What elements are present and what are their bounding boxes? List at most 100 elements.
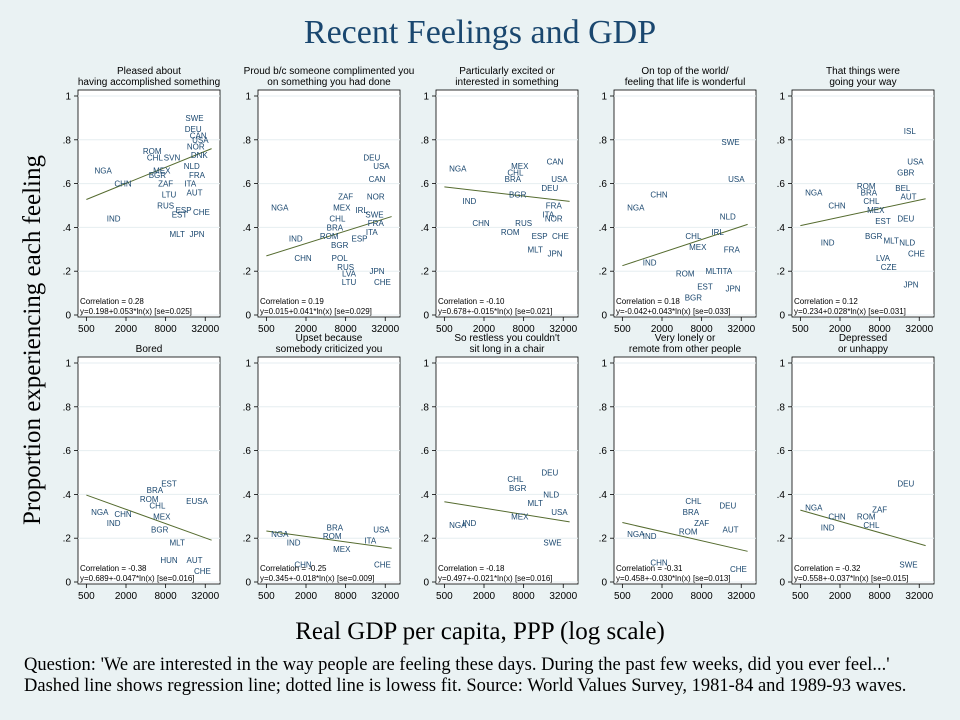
y-tick-label: .4 (421, 223, 430, 234)
data-point: NLD (543, 490, 559, 499)
data-point: ESP (532, 232, 548, 241)
data-point: USA (551, 508, 568, 517)
data-point: BRA (327, 523, 344, 532)
data-point: FRA (189, 171, 206, 180)
x-tick-label: 32000 (371, 324, 399, 335)
data-point: ROM (320, 232, 339, 241)
data-point: JPN (369, 267, 384, 276)
data-point: NGA (95, 166, 113, 175)
regression-label: y=0.015+0.041*ln(x) [se=0.029] (260, 307, 372, 316)
panel-7: 0 .2 .4 .6 .8 1 500 2000 8000 32000 So restless yo… (421, 333, 579, 602)
data-point: NGA (91, 508, 109, 517)
x-tick-label: 2000 (295, 591, 318, 602)
data-point: BGR (509, 191, 527, 200)
y-tick-label: 0 (65, 578, 71, 589)
data-point: FRA (368, 219, 385, 228)
panel-title: Depressed (839, 333, 887, 344)
x-tick-label: 32000 (727, 324, 755, 335)
regression-line (622, 522, 748, 552)
panel-0: 0 .2 .4 .6 .8 1 500 2000 8000 32000 Pleased abouth… (63, 66, 221, 335)
y-tick-label: .6 (777, 179, 786, 190)
data-point: ROM (143, 147, 162, 156)
data-point: IRL (355, 206, 368, 215)
data-point: SWE (721, 138, 739, 147)
x-tick-label: 32000 (371, 591, 399, 602)
y-tick-label: .4 (243, 490, 252, 501)
x-tick-label: 2000 (829, 591, 852, 602)
data-point: CHE (194, 567, 211, 576)
x-tick-label: 8000 (334, 324, 357, 335)
source-note: Dashed line shows regression line; dotte… (24, 676, 907, 696)
y-tick-label: .6 (63, 179, 72, 190)
y-tick-label: .8 (243, 402, 252, 413)
data-point: ROM (857, 512, 876, 521)
y-tick-label: .6 (243, 179, 252, 190)
data-point: CHN (294, 560, 312, 569)
data-point: ISL (904, 127, 917, 136)
data-point: USA (373, 162, 390, 171)
data-point: NLD (184, 162, 200, 171)
data-point: NGA (271, 530, 289, 539)
data-point: RUS (157, 202, 174, 211)
correlation-label: Correlation = -0.32 (794, 564, 861, 573)
data-point: BRA (327, 223, 344, 232)
data-point: CHN (114, 180, 132, 189)
data-point: ZAF (158, 180, 173, 189)
data-point: DEU (541, 184, 558, 193)
y-tick-label: 1 (423, 92, 429, 103)
y-tick-label: .6 (243, 446, 252, 457)
data-point: SWE (365, 210, 383, 219)
panel-title: sit long in a chair (469, 344, 545, 355)
data-point: BEL (895, 184, 911, 193)
regression-line (622, 223, 748, 267)
data-point: AUT (901, 193, 917, 202)
correlation-label: Correlation = -0.25 (260, 564, 327, 573)
regression-line (266, 216, 392, 257)
data-point: ROM (676, 269, 695, 278)
data-point: NGA (805, 504, 823, 513)
data-point: IRL (711, 228, 724, 237)
data-point: CHE (193, 208, 210, 217)
panel-title: Very lonely or (655, 333, 716, 344)
regression-line (444, 186, 570, 202)
correlation-label: Correlation = 0.19 (260, 297, 324, 306)
data-point: CHN (650, 191, 668, 200)
data-point: ITA (364, 536, 377, 545)
data-point: EST (172, 210, 188, 219)
x-tick-label: 8000 (154, 591, 177, 602)
y-tick-label: .2 (599, 534, 608, 545)
data-point: POL (332, 254, 349, 263)
y-tick-label: 1 (65, 92, 71, 103)
data-point: NLD (720, 212, 736, 221)
y-tick-label: .8 (599, 402, 608, 413)
data-point: CAN (547, 158, 564, 167)
plot-area (435, 89, 579, 318)
data-point: DEU (897, 215, 914, 224)
panel-title: remote from other people (629, 344, 742, 355)
data-point: MLT (528, 499, 544, 508)
data-point: ZAF (872, 506, 887, 515)
regression-line (444, 501, 570, 523)
x-tick-label: 500 (258, 324, 275, 335)
y-tick-label: .6 (421, 446, 430, 457)
plot-area (257, 89, 401, 318)
panel-title: somebody criticized you (276, 344, 383, 355)
y-tick-label: .2 (243, 267, 252, 278)
y-tick-label: .2 (63, 267, 72, 278)
data-point: FRA (724, 245, 741, 254)
data-point: CHL (149, 501, 166, 510)
data-point: IND (463, 519, 477, 528)
plot-area (613, 89, 757, 318)
y-tick-label: 1 (245, 359, 251, 370)
data-point: ROM (323, 532, 342, 541)
correlation-label: Correlation = -0.38 (80, 564, 147, 573)
y-tick-label: .8 (599, 135, 608, 146)
regression-line (800, 198, 926, 227)
data-point: CHE (374, 560, 391, 569)
plot-area (791, 89, 935, 318)
data-point: SWE (185, 114, 203, 123)
y-tick-label: .2 (421, 534, 430, 545)
y-tick-label: 0 (779, 311, 785, 322)
y-tick-label: 0 (601, 578, 607, 589)
regression-label: y=0.198+0.053*ln(x) [se=0.025] (80, 307, 192, 316)
